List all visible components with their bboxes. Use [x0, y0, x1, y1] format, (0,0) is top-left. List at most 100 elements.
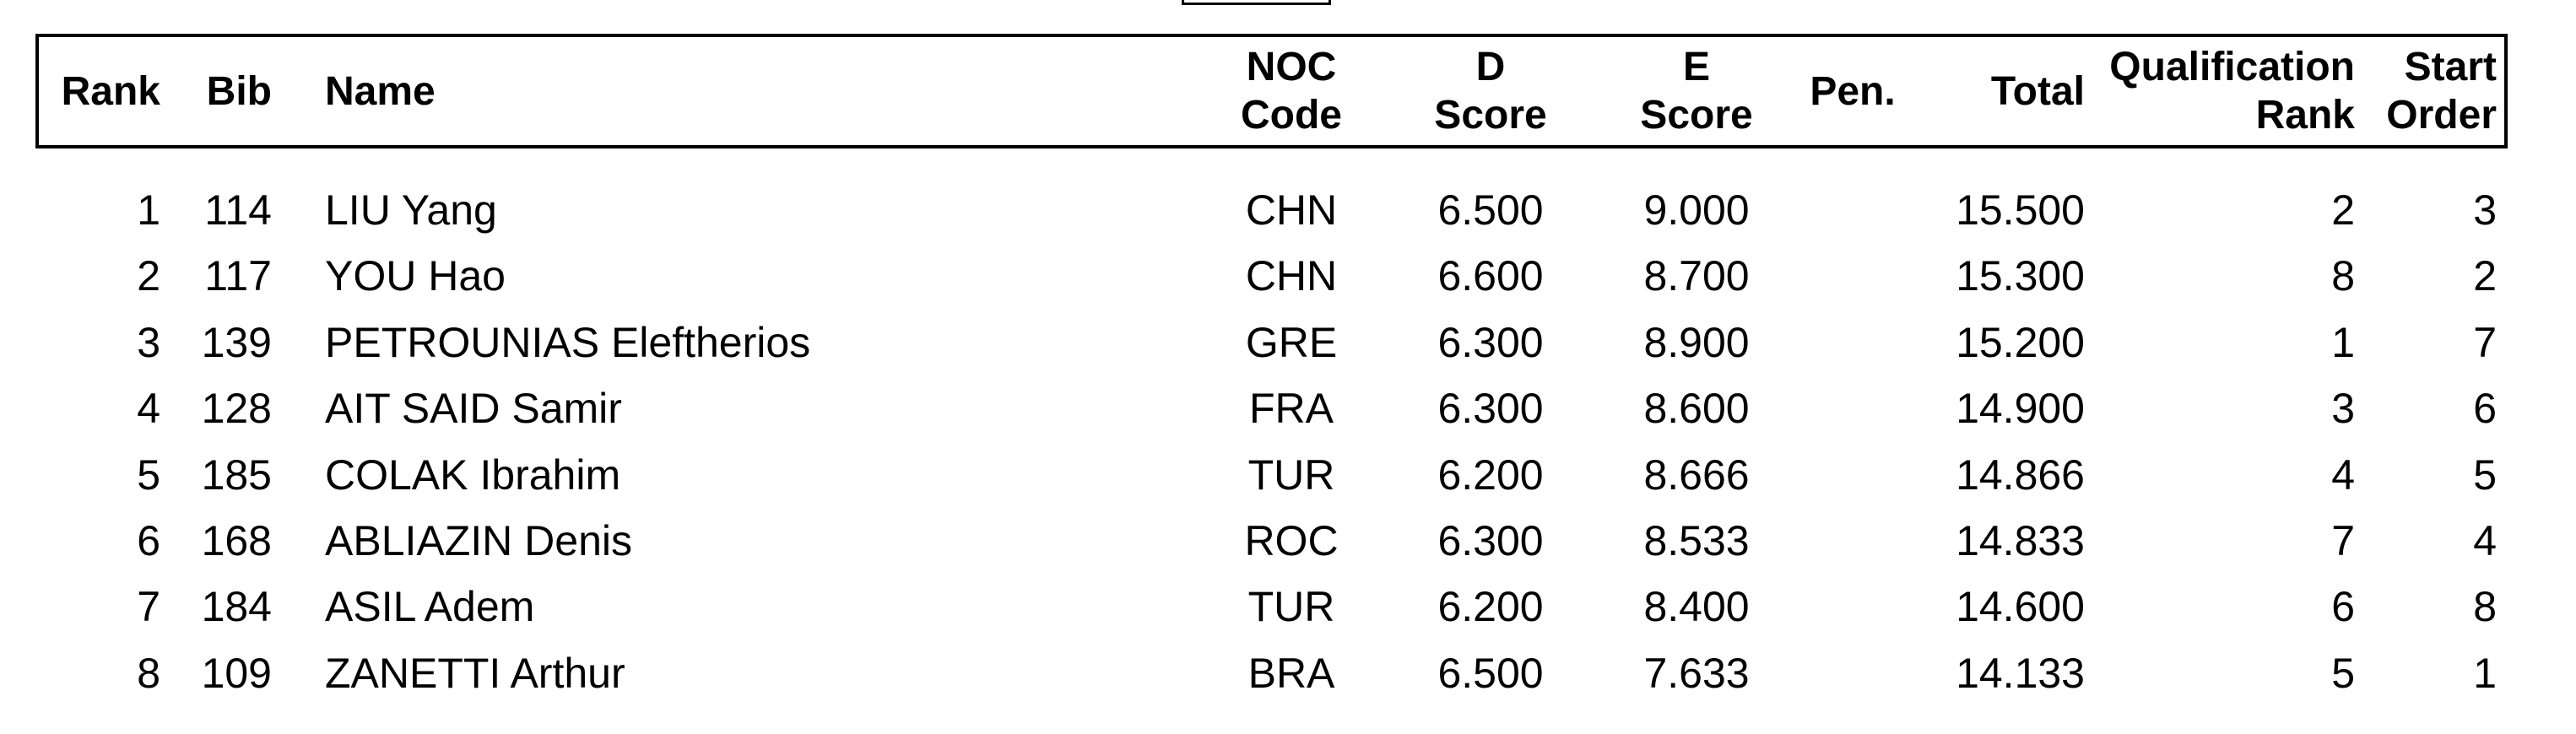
cell-pen [1785, 574, 1920, 640]
cell-start-order: 1 [2473, 649, 2497, 697]
cell-d-score: 6.200 [1437, 451, 1544, 499]
cell-rank: 1 [137, 186, 160, 234]
cell-d-score: 6.500 [1437, 649, 1544, 697]
cell-qualification-rank: 7 [2331, 516, 2355, 564]
cell-rank: 2 [137, 252, 160, 300]
cell-pen [1785, 442, 1920, 508]
cell-rank: 7 [137, 583, 160, 631]
cell-total: 15.500 [1956, 186, 2085, 234]
cell-qualification-rank: 1 [2331, 318, 2355, 366]
cell-d-score: 6.600 [1437, 252, 1544, 300]
cell-noc-code: TUR [1247, 451, 1335, 499]
cell-total: 14.866 [1956, 451, 2085, 499]
cell-bib: 117 [204, 252, 272, 300]
cell-name: PETROUNIAS Eleftherios [325, 318, 811, 366]
column-header-label: Total [1990, 68, 2085, 114]
cell-e-score: 8.533 [1643, 516, 1750, 564]
cropped-top-box [1182, 0, 1331, 5]
cell-qualification-rank: 2 [2331, 186, 2355, 234]
cell-rank: 4 [137, 385, 160, 433]
cell-rank: 6 [137, 516, 160, 564]
cell-name: AIT SAID Samir [325, 385, 622, 433]
column-header-label-line1: Start [2404, 45, 2497, 89]
cell-bib: 139 [201, 318, 272, 366]
cell-noc-code: FRA [1249, 385, 1334, 433]
column-header-label-line1: Qualification [2109, 45, 2355, 89]
cell-d-score: 6.300 [1437, 385, 1544, 433]
cell-start-order: 4 [2473, 516, 2497, 564]
cell-start-order: 5 [2473, 451, 2497, 499]
column-header-label: Name [325, 68, 436, 114]
column-header-label-line2: Code [1241, 93, 1342, 138]
table-rows: 1 1 1 4 LIU Yang CHN 6.500 9.000 15.500 2 … [0, 177, 2576, 706]
table-row: 6 168 ABLIAZIN Denis ROC 6.300 8.533 14.… [0, 508, 2576, 574]
table-row: 8 109 ZANETTI Arthur BRA 6.500 7.633 14.… [0, 640, 2576, 706]
table-row: 2 117 YOU Hao CHN 6.600 8.700 15.300 8 2 [0, 243, 2576, 309]
cell-bib: 128 [201, 385, 272, 433]
cell-qualification-rank: 8 [2331, 252, 2355, 300]
column-header-label: Bib [206, 68, 272, 114]
cell-total: 14.900 [1956, 385, 2085, 433]
cell-noc-code: GRE [1245, 318, 1338, 366]
column-header-qualification-rank: Qualification Rank [2059, 34, 2355, 148]
cell-e-score: 7.633 [1643, 649, 1750, 697]
table-row: 3 139 PETROUNIAS Eleftherios GRE 6.300 8… [0, 310, 2576, 375]
cell-start-order: 2 [2473, 252, 2497, 300]
cell-d-score: 6.300 [1437, 516, 1544, 564]
cell-total: 15.300 [1956, 252, 2085, 300]
cell-rank: 8 [137, 649, 160, 697]
cell-pen [1785, 508, 1920, 574]
column-header-label-line1: E [1682, 45, 1710, 89]
column-header-label-line2: Rank [2255, 93, 2355, 138]
cell-d-score: 6.300 [1437, 318, 1544, 366]
cell-bib: 184 [201, 583, 272, 631]
cell-pen [1785, 375, 1920, 441]
cell-pen [1785, 177, 1920, 243]
cell-e-score: 8.900 [1643, 318, 1750, 366]
cell-e-score: 9.000 [1643, 186, 1750, 234]
column-header-label-line1: D [1475, 45, 1506, 89]
cell-qualification-rank: 5 [2331, 649, 2355, 697]
cell-name: YOU Hao [325, 252, 506, 300]
cell-pen [1785, 640, 1920, 706]
column-header-start-order: Start Order [2286, 34, 2497, 148]
cell-start-order: 3 [2473, 186, 2497, 234]
cell-noc-code: CHN [1245, 186, 1338, 234]
column-header-label: Rank [61, 68, 160, 114]
column-header-noc-code: NOC Code [1207, 34, 1376, 148]
column-header-rank: Rank [35, 34, 160, 148]
cell-total: 14.133 [1956, 649, 2085, 697]
cell-noc-code: TUR [1247, 583, 1335, 631]
cell-d-score: 6.200 [1437, 583, 1544, 631]
cell-total: 14.833 [1956, 516, 2085, 564]
cell-rank: 3 [137, 318, 160, 366]
cell-name: ZANETTI Arthur [325, 649, 625, 697]
cell-pen [1785, 243, 1920, 309]
cell-noc-code: ROC [1244, 516, 1339, 564]
column-header-label-line2: Order [2386, 93, 2497, 138]
cell-noc-code: BRA [1247, 649, 1335, 697]
cell-d-score: 6.500 [1437, 186, 1544, 234]
cell-start-order: 8 [2473, 583, 2497, 631]
cell-e-score: 8.666 [1643, 451, 1750, 499]
cell-total: 14.600 [1956, 583, 2085, 631]
cell-bib: 109 [201, 649, 272, 697]
table-row: 1 114 LIU Yang CHN 6.500 9.000 15.500 2 … [0, 177, 2576, 243]
column-header-total: Total [1916, 34, 2085, 148]
column-header-bib: Bib [169, 34, 272, 148]
cell-rank: 5 [137, 451, 160, 499]
cell-qualification-rank: 4 [2331, 451, 2355, 499]
cell-noc-code: CHN [1245, 252, 1338, 300]
cell-name: LIU Yang [325, 186, 497, 234]
column-header-d-score: D Score [1406, 34, 1575, 148]
table-row: 5 185 COLAK Ibrahim TUR 6.200 8.666 14.8… [0, 442, 2576, 508]
cell-start-order: 7 [2473, 318, 2497, 366]
cell-total: 15.200 [1956, 318, 2085, 366]
column-header-name: Name [325, 34, 1169, 148]
cell-e-score: 8.400 [1643, 583, 1750, 631]
cell-name: ASIL Adem [325, 583, 535, 631]
column-header-e-score: E Score [1612, 34, 1781, 148]
column-header-label: Pen. [1810, 68, 1896, 114]
cell-start-order: 6 [2473, 385, 2497, 433]
